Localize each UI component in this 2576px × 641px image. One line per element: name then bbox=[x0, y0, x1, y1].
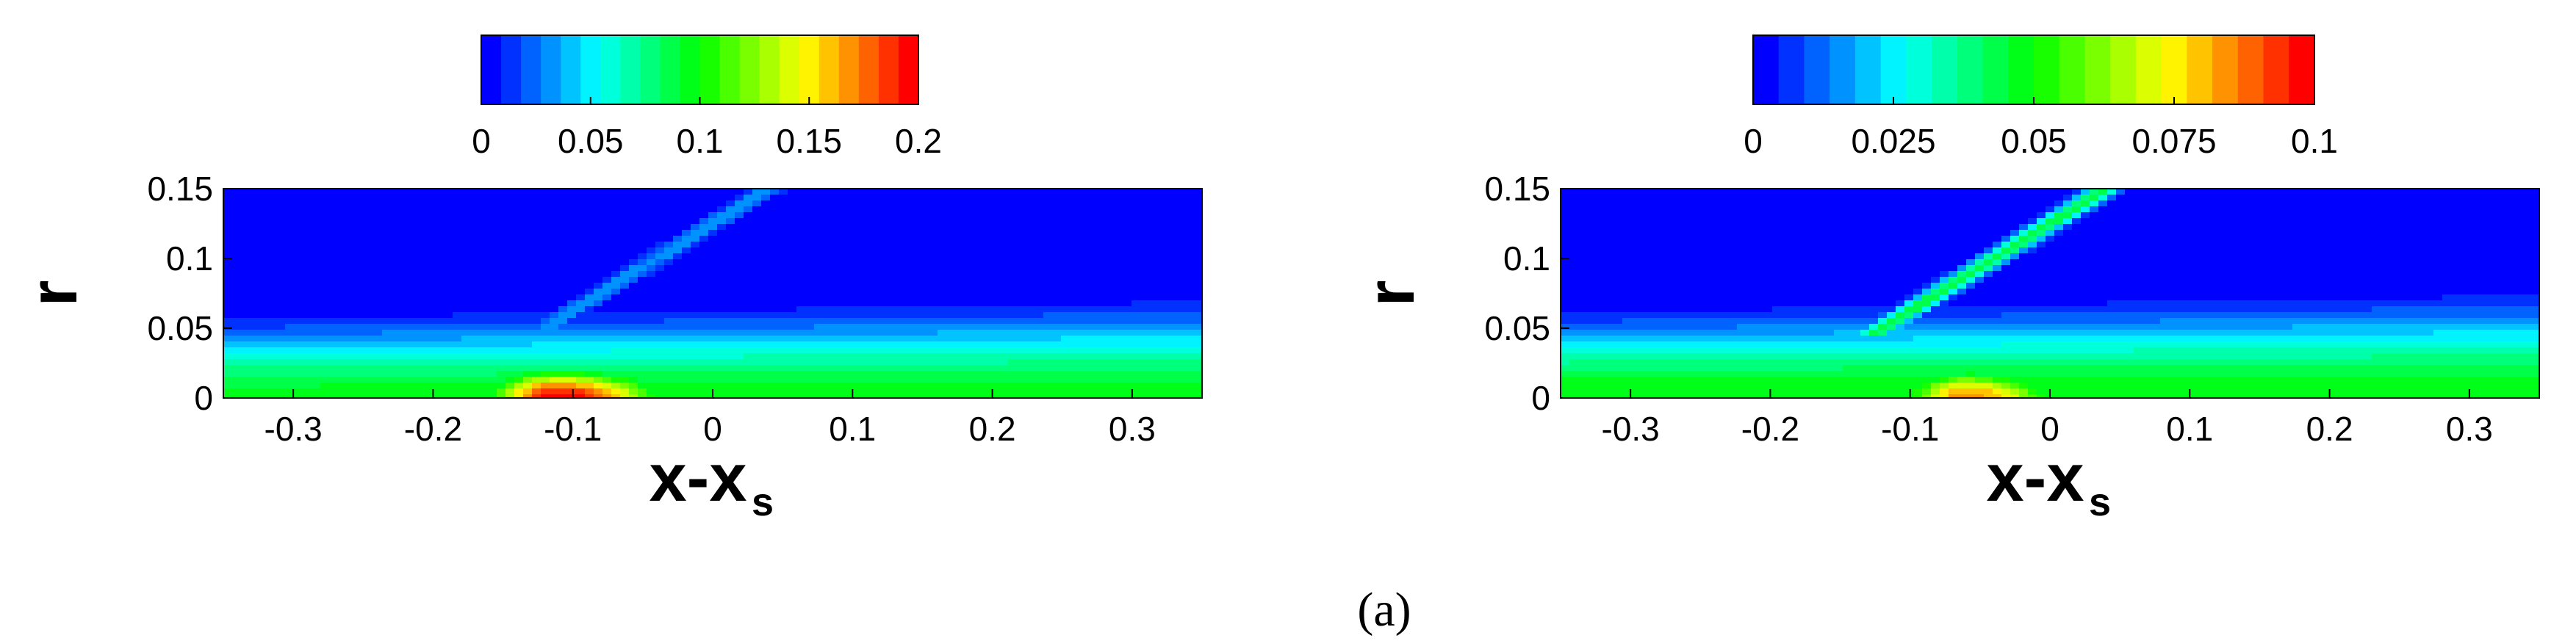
x-axis-label: x-x bbox=[650, 441, 747, 515]
colorbar: 0 0.025 0.05 0.075 0.1 bbox=[1744, 35, 2338, 160]
colorbar-swatch bbox=[838, 35, 860, 104]
colorbar-swatch bbox=[1753, 35, 1780, 104]
x-axis-label-subscript: s bbox=[2089, 480, 2111, 524]
colorbar-swatch bbox=[541, 35, 561, 104]
y-tick-label: 0.15 bbox=[1484, 170, 1550, 208]
colorbar-swatch bbox=[2008, 35, 2034, 104]
colorbar-swatch bbox=[1906, 35, 1932, 104]
contour-field bbox=[223, 189, 1202, 398]
colorbar-swatch bbox=[481, 35, 502, 104]
colorbar-tick-label: 0 bbox=[1744, 122, 1763, 160]
colorbar-swatch bbox=[501, 35, 522, 104]
colorbar-swatch bbox=[858, 35, 879, 104]
colorbar: 0 0.05 0.1 0.15 0.2 bbox=[472, 35, 942, 160]
x-tick-label: 0.1 bbox=[2166, 410, 2213, 448]
x-tick-label: -0.3 bbox=[265, 410, 323, 448]
contour-panel-right: -0.3 -0.2 -0.1 0 0.1 0.2 0.3 0 0.05 0.1 0.15 x-x s r 0… bbox=[1353, 35, 2540, 524]
colorbar-swatch bbox=[580, 35, 601, 104]
colorbar-swatch bbox=[2289, 35, 2315, 104]
colorbar-swatch bbox=[2263, 35, 2289, 104]
colorbar-swatch bbox=[2212, 35, 2239, 104]
colorbar-tick-label: 0.1 bbox=[2291, 122, 2338, 160]
x-tick-label: -0.2 bbox=[1741, 410, 1799, 448]
x-tick-label: -0.2 bbox=[404, 410, 462, 448]
colorbar-swatch bbox=[759, 35, 780, 104]
x-tick-label: -0.3 bbox=[1602, 410, 1660, 448]
colorbar-swatch bbox=[779, 35, 800, 104]
colorbar-swatch bbox=[1854, 35, 1882, 104]
figure-caption: (a) bbox=[1357, 583, 1411, 637]
x-tick-label: 0 bbox=[2040, 410, 2059, 448]
colorbar-swatch bbox=[819, 35, 840, 104]
colorbar-swatch bbox=[2084, 35, 2111, 104]
colorbar-swatch bbox=[878, 35, 899, 104]
colorbar-tick-label: 0.05 bbox=[2001, 122, 2067, 160]
x-tick-label: 0.2 bbox=[969, 410, 1016, 448]
colorbar-swatch bbox=[1830, 35, 1856, 104]
y-axis-label: r bbox=[16, 280, 91, 307]
colorbar-swatch bbox=[2059, 35, 2085, 104]
x-tick-label: 0.2 bbox=[2306, 410, 2353, 448]
colorbar-swatch bbox=[2187, 35, 2213, 104]
y-tick-label: 0.1 bbox=[1503, 239, 1550, 278]
contour-panel-left: -0.3 -0.2 -0.1 0 0.1 0.2 0.3 0 0.05 0.1 0.15 x-x s r 0… bbox=[16, 35, 1203, 524]
colorbar-swatch bbox=[2237, 35, 2264, 104]
colorbar-tick-label: 0.1 bbox=[677, 122, 724, 160]
x-tick-label: -0.1 bbox=[1881, 410, 1939, 448]
x-tick-label: 0 bbox=[703, 410, 722, 448]
colorbar-tick-label: 0.025 bbox=[1851, 122, 1935, 160]
colorbar-swatch bbox=[2034, 35, 2060, 104]
colorbar-tick-label: 0.2 bbox=[895, 122, 942, 160]
colorbar-swatch bbox=[640, 35, 661, 104]
y-axis-label: r bbox=[1353, 280, 1428, 307]
colorbar-swatch bbox=[719, 35, 741, 104]
colorbar-swatch bbox=[699, 35, 721, 104]
colorbar-swatch bbox=[680, 35, 700, 104]
colorbar-swatch bbox=[521, 35, 542, 104]
colorbar-swatch bbox=[1880, 35, 1907, 104]
colorbar-tick-label: 0 bbox=[472, 122, 491, 160]
colorbar-swatch bbox=[2110, 35, 2137, 104]
colorbar-swatch bbox=[799, 35, 820, 104]
colorbar-swatch bbox=[1778, 35, 1805, 104]
colorbar-swatch bbox=[2135, 35, 2162, 104]
x-tick-label: -0.1 bbox=[544, 410, 602, 448]
y-tick-label: 0 bbox=[194, 379, 213, 417]
colorbar-swatch bbox=[1932, 35, 1958, 104]
x-tick-label: 0.1 bbox=[829, 410, 876, 448]
y-tick-label: 0 bbox=[1531, 379, 1550, 417]
x-axis-label-subscript: s bbox=[752, 480, 774, 524]
colorbar-swatch bbox=[600, 35, 621, 104]
colorbar-swatch bbox=[1804, 35, 1830, 104]
colorbar-swatch bbox=[620, 35, 641, 104]
contour-field bbox=[1561, 189, 2539, 398]
y-tick-label: 0.05 bbox=[1484, 309, 1550, 347]
y-tick-label: 0.15 bbox=[147, 170, 213, 208]
y-tick-label: 0.1 bbox=[166, 239, 213, 278]
colorbar-swatch bbox=[739, 35, 760, 104]
x-tick-label: 0.3 bbox=[1109, 410, 1156, 448]
colorbar-swatch bbox=[1982, 35, 2009, 104]
colorbar-tick-label: 0.05 bbox=[558, 122, 624, 160]
colorbar-swatch bbox=[2161, 35, 2187, 104]
colorbar-tick-label: 0.075 bbox=[2131, 122, 2216, 160]
y-tick-label: 0.05 bbox=[147, 309, 213, 347]
colorbar-swatch bbox=[898, 35, 919, 104]
colorbar-swatch bbox=[1957, 35, 1984, 104]
colorbar-tick-label: 0.15 bbox=[776, 122, 842, 160]
colorbar-swatch bbox=[660, 35, 680, 104]
colorbar-swatch bbox=[561, 35, 581, 104]
x-axis-label: x-x bbox=[1987, 441, 2084, 515]
x-tick-label: 0.3 bbox=[2446, 410, 2493, 448]
